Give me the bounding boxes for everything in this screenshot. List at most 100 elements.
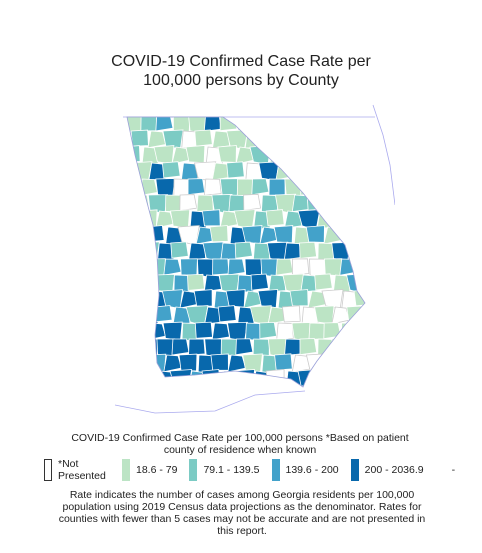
county-region[interactable] (179, 194, 198, 212)
county-region[interactable] (137, 369, 157, 387)
county-region[interactable] (201, 369, 221, 387)
county-region[interactable] (133, 354, 153, 375)
county-region[interactable] (187, 178, 206, 196)
county-region[interactable] (126, 210, 145, 231)
county-region[interactable] (353, 129, 375, 150)
county-region[interactable] (124, 274, 142, 291)
county-region[interactable] (348, 210, 366, 229)
county-region[interactable] (275, 162, 295, 181)
county-region[interactable] (212, 258, 230, 276)
county-region[interactable] (275, 258, 294, 276)
county-region[interactable] (315, 178, 334, 196)
county-region[interactable] (372, 131, 390, 148)
county-region[interactable] (133, 258, 153, 279)
county-region[interactable] (299, 338, 318, 356)
county-region[interactable] (122, 305, 145, 327)
county-region[interactable] (155, 115, 174, 132)
county-region[interactable] (341, 130, 360, 150)
county-region[interactable] (258, 129, 277, 147)
county-region[interactable] (321, 129, 341, 147)
county-region[interactable] (345, 145, 365, 163)
county-region[interactable] (228, 386, 247, 404)
county-region[interactable] (241, 225, 263, 245)
county-region[interactable] (129, 289, 149, 307)
county-region[interactable] (363, 337, 381, 355)
county-region[interactable] (260, 386, 279, 404)
county-region[interactable] (163, 354, 183, 373)
county-region[interactable] (284, 338, 302, 356)
county-region[interactable] (337, 225, 359, 245)
county-region[interactable] (340, 322, 359, 341)
county-region[interactable] (124, 242, 143, 261)
county-region[interactable] (217, 145, 237, 163)
county-region[interactable] (313, 145, 336, 166)
county-region[interactable] (299, 241, 318, 259)
county-region[interactable] (339, 162, 359, 181)
county-region[interactable] (371, 386, 388, 402)
county-region[interactable] (139, 178, 158, 196)
county-region[interactable] (195, 386, 215, 404)
county-region[interactable] (252, 242, 271, 261)
county-region[interactable] (366, 115, 384, 134)
county-region[interactable] (347, 338, 365, 357)
county-region[interactable] (147, 322, 167, 341)
county-region[interactable] (125, 370, 143, 388)
county-region[interactable] (131, 386, 151, 404)
county-layer[interactable] (122, 114, 392, 406)
county-region[interactable] (185, 145, 206, 164)
county-region[interactable] (281, 145, 301, 163)
county-region[interactable] (188, 338, 206, 356)
county-region[interactable] (276, 322, 294, 340)
county-region[interactable] (366, 307, 384, 326)
county-region[interactable] (374, 163, 392, 182)
county-region[interactable] (356, 354, 374, 373)
county-region[interactable] (251, 178, 270, 196)
county-region[interactable] (325, 194, 344, 214)
county-region[interactable] (172, 115, 191, 133)
county-region[interactable] (290, 161, 309, 179)
county-region[interactable] (281, 305, 301, 323)
county-region[interactable] (322, 161, 342, 180)
county-region[interactable] (355, 258, 373, 276)
georgia-county-map[interactable] (95, 95, 395, 425)
county-region[interactable] (283, 242, 302, 261)
county-region[interactable] (292, 386, 311, 404)
county-region[interactable] (209, 385, 233, 406)
county-region[interactable] (235, 338, 254, 356)
county-region[interactable] (252, 338, 270, 356)
county-region[interactable] (265, 209, 285, 227)
county-region[interactable] (249, 145, 271, 165)
county-region[interactable] (355, 386, 373, 404)
county-region[interactable] (227, 258, 246, 276)
county-region[interactable] (331, 115, 350, 133)
county-region[interactable] (329, 369, 351, 388)
county-region[interactable] (370, 226, 388, 242)
county-region[interactable] (338, 193, 360, 214)
county-region[interactable] (163, 258, 182, 276)
county-region[interactable] (306, 385, 325, 402)
county-region[interactable] (361, 369, 380, 387)
county-region[interactable] (353, 289, 372, 307)
county-region[interactable] (153, 145, 175, 165)
county-region[interactable] (289, 129, 313, 151)
county-region[interactable] (155, 178, 176, 198)
county-region[interactable] (236, 178, 255, 197)
county-region[interactable] (372, 291, 389, 308)
county-region[interactable] (131, 194, 150, 212)
county-region[interactable] (308, 322, 326, 340)
county-region[interactable] (162, 321, 183, 341)
county-region[interactable] (363, 242, 381, 260)
county-region[interactable] (210, 353, 229, 371)
county-region[interactable] (305, 225, 325, 243)
county-region[interactable] (171, 338, 190, 356)
county-region[interactable] (243, 193, 262, 211)
county-region[interactable] (209, 225, 229, 243)
county-region[interactable] (259, 321, 278, 339)
county-region[interactable] (250, 273, 269, 291)
county-region[interactable] (132, 226, 151, 245)
county-region[interactable] (274, 385, 297, 406)
county-region[interactable] (274, 353, 293, 371)
county-region[interactable] (325, 386, 344, 405)
county-region[interactable] (140, 306, 159, 325)
county-region[interactable] (193, 289, 213, 307)
